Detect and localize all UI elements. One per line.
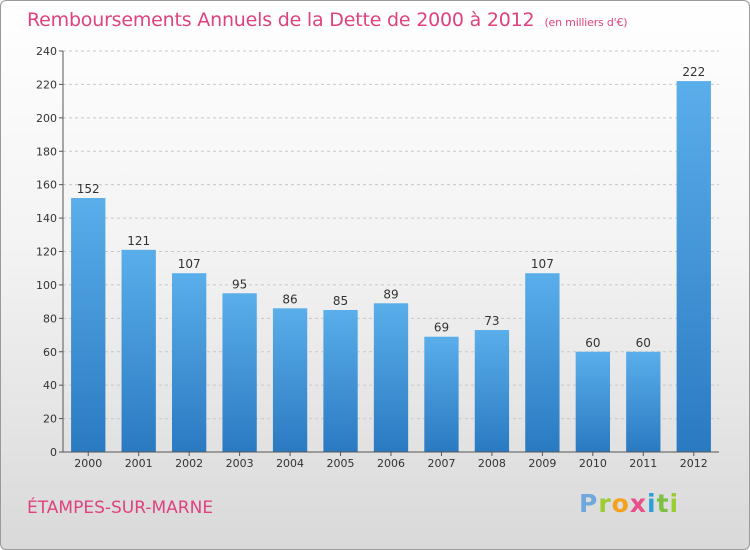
- x-tick-label: 2012: [680, 457, 708, 470]
- bar-value-label: 86: [282, 292, 297, 306]
- bar: [272, 308, 308, 452]
- y-tick-label: 40: [43, 379, 57, 392]
- proxiti-logo: Proxiti: [579, 489, 679, 518]
- bar-value-label: 107: [178, 257, 201, 271]
- bar-value-label: 95: [232, 277, 247, 291]
- y-tick-label: 240: [36, 45, 57, 58]
- logo-letter: t: [656, 489, 670, 518]
- y-tick-label: 80: [43, 312, 57, 325]
- y-tick-label: 180: [36, 145, 57, 158]
- y-tick-label: 20: [43, 413, 57, 426]
- y-tick-label: 220: [36, 78, 57, 91]
- y-tick-label: 100: [36, 279, 57, 292]
- title-text: Remboursements Annuels de la Dette de 20…: [27, 9, 535, 31]
- x-tick-label: 2005: [327, 457, 355, 470]
- axes: [59, 50, 719, 456]
- logo-letter: P: [579, 489, 599, 518]
- y-tick-label: 160: [36, 179, 57, 192]
- bar-value-label: 69: [434, 321, 449, 335]
- bar-value-label: 60: [585, 336, 600, 350]
- bar: [575, 351, 611, 452]
- bar-value-label: 73: [484, 314, 499, 328]
- x-tick-label: 2004: [276, 457, 304, 470]
- x-tick-label: 2003: [226, 457, 254, 470]
- x-tick-label: 2000: [74, 457, 102, 470]
- x-tick-label: 2002: [175, 457, 203, 470]
- y-tick-label: 120: [36, 246, 57, 259]
- bar-value-label: 60: [636, 336, 651, 350]
- x-tick-label: 2006: [377, 457, 405, 470]
- labels: 0 20 40 60 80 100 120 140 160 180 200 220 240 152 2000…: [36, 45, 708, 470]
- x-tick-label: 2009: [528, 457, 556, 470]
- bar: [474, 330, 510, 452]
- y-tick-label: 0: [50, 446, 57, 459]
- bar-value-label: 222: [682, 65, 705, 79]
- bar: [424, 336, 459, 452]
- bar-value-label: 107: [531, 257, 554, 271]
- chart-title: Remboursements Annuels de la Dette de 20…: [27, 9, 628, 31]
- bar: [71, 198, 106, 452]
- logo-letter: i: [647, 489, 657, 518]
- y-tick-label: 140: [36, 212, 57, 225]
- x-tick-label: 2011: [629, 457, 657, 470]
- bar: [676, 81, 711, 452]
- bar-value-label: 89: [383, 287, 398, 301]
- bar: [525, 273, 560, 452]
- bar: [626, 351, 661, 452]
- bar: [121, 249, 156, 452]
- unit-note: (en milliers d'€): [544, 16, 628, 29]
- bars: [71, 81, 711, 452]
- bar-value-label: 152: [77, 182, 100, 196]
- y-tick-label: 60: [43, 346, 57, 359]
- bar: [373, 303, 409, 452]
- x-tick-label: 2007: [427, 457, 455, 470]
- x-tick-label: 2008: [478, 457, 506, 470]
- logo-letter: r: [598, 489, 612, 518]
- bar: [323, 309, 358, 452]
- x-tick-label: 2001: [125, 457, 153, 470]
- y-tick-label: 200: [36, 112, 57, 125]
- bar-value-label: 85: [333, 294, 348, 308]
- x-tick-label: 2010: [579, 457, 607, 470]
- city-name: ÉTAMPES-SUR-MARNE: [27, 498, 214, 518]
- logo-letter: o: [611, 489, 630, 518]
- bar: [222, 293, 257, 452]
- logo-letter: i: [669, 489, 680, 518]
- bar-value-label: 121: [127, 234, 150, 248]
- bar: [171, 273, 207, 452]
- logo-letter: x: [629, 489, 647, 518]
